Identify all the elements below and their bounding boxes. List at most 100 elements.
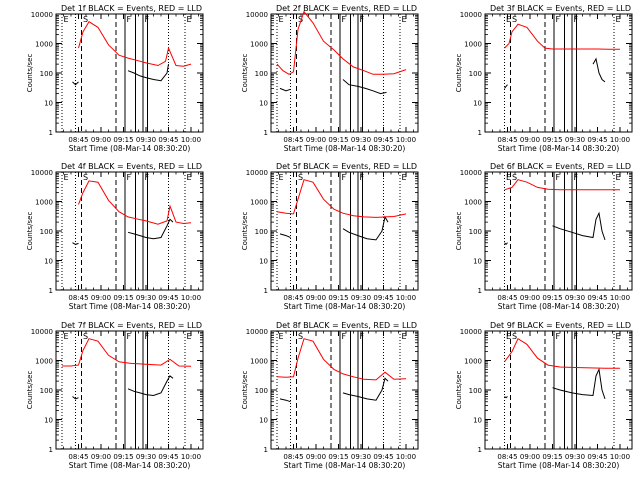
flag-label: S (298, 173, 303, 182)
x-tick-label: 10:00 (396, 294, 416, 302)
panel-det-5: 1 10 100 1000 10000 08:45 09:00 09:15 09:30 09:45… (241, 162, 419, 311)
panel-det-6: 1 10 100 1000 10000 08:45 09:00 09:15 09:30 09:45… (455, 162, 633, 311)
plot-frame (55, 13, 204, 133)
panel-det-3: 1 10 100 1000 10000 08:45 09:00 09:15 09:30 09:45… (455, 4, 633, 153)
plot-frame (484, 13, 633, 133)
x-tick-label: 09:30 (136, 453, 156, 461)
x-tick-label: 09:30 (565, 453, 585, 461)
flag-label: F (127, 15, 132, 24)
y-tick-label: 10000 (246, 11, 268, 19)
series-red (78, 21, 192, 67)
panel-det-1: 1 10 100 1000 10000 08:45 09:00 09:15 09:30 09:45… (26, 4, 204, 153)
x-axis-label: Start Time (08-Mar-14 08:30:20) (69, 144, 191, 153)
flag-label: F (342, 173, 347, 182)
x-tick-label: 09:00 (306, 453, 326, 461)
x-tick-label: 09:45 (587, 136, 607, 144)
flag-label: F (342, 332, 347, 341)
y-tick-label: 10000 (31, 328, 53, 336)
flag-label: E (64, 173, 69, 182)
flag-label: F (360, 15, 365, 24)
flag-label: F (556, 332, 561, 341)
x-tick-label: 10:00 (610, 136, 630, 144)
y-tick-label: 10 (44, 417, 53, 425)
series-red (504, 179, 620, 191)
flag-label: S (298, 332, 303, 341)
panel-det-9: 1 10 100 1000 10000 08:45 09:00 09:15 09:30 09:45… (455, 321, 633, 470)
x-tick-label: 09:00 (520, 136, 540, 144)
y-axis-label: Counts/sec (241, 212, 249, 251)
flag-label: E (187, 332, 192, 341)
panel-det-7: 1 10 100 1000 10000 08:45 09:00 09:15 09:30 09:45… (26, 321, 204, 470)
x-tick-label: 09:15 (113, 453, 133, 461)
x-tick-label: 09:30 (136, 294, 156, 302)
chart-title: Det 6f BLACK = Events, RED = LLD (490, 162, 631, 171)
x-tick-label: 09:00 (306, 294, 326, 302)
x-tick-label: 09:45 (373, 453, 393, 461)
x-tick-label: 08:45 (283, 136, 303, 144)
y-tick-label: 10 (259, 100, 268, 108)
y-tick-label: 10000 (246, 169, 268, 177)
y-tick-label: 100 (40, 70, 53, 78)
series-red (78, 180, 192, 225)
series-black (72, 375, 174, 400)
series-red (276, 179, 407, 218)
x-tick-label: 09:00 (306, 136, 326, 144)
flag-label: S (512, 173, 517, 182)
x-tick-label: 08:45 (68, 136, 88, 144)
y-axis-label: Counts/sec (26, 212, 34, 251)
flag-label: E (279, 15, 284, 24)
x-tick-label: 09:45 (158, 453, 178, 461)
flag-label: E (616, 15, 621, 24)
y-tick-label: 100 (40, 228, 53, 236)
x-tick-label: 09:00 (520, 294, 540, 302)
x-tick-label: 09:45 (158, 136, 178, 144)
y-tick-label: 100 (255, 228, 268, 236)
x-tick-label: 08:45 (497, 294, 517, 302)
y-tick-label: 1 (49, 446, 53, 454)
x-tick-label: 09:30 (351, 136, 371, 144)
series-red (504, 337, 620, 369)
x-axis-label: Start Time (08-Mar-14 08:30:20) (69, 461, 191, 470)
y-tick-label: 10000 (460, 328, 482, 336)
x-tick-label: 09:00 (91, 136, 111, 144)
flag-label: E (187, 15, 192, 24)
x-axis-label: Start Time (08-Mar-14 08:30:20) (284, 302, 406, 311)
y-tick-label: 100 (469, 228, 482, 236)
panel-det-4: 1 10 100 1000 10000 08:45 09:00 09:15 09:30 09:45… (26, 162, 204, 311)
y-tick-label: 10000 (460, 11, 482, 19)
y-axis-label: Counts/sec (455, 54, 463, 93)
series-black (279, 377, 389, 403)
x-tick-label: 09:15 (542, 136, 562, 144)
panel-det-8: 1 10 100 1000 10000 08:45 09:00 09:15 09:30 09:45… (241, 321, 419, 470)
flag-label: E (506, 15, 511, 24)
x-tick-label: 09:15 (113, 136, 133, 144)
x-tick-label: 09:45 (373, 136, 393, 144)
chart-title: Det 3f BLACK = Events, RED = LLD (490, 4, 631, 13)
x-tick-label: 09:15 (328, 294, 348, 302)
flag-label: F (145, 173, 150, 182)
chart-title: Det 7f BLACK = Events, RED = LLD (61, 321, 202, 330)
series-red (504, 23, 620, 50)
x-axis-label: Start Time (08-Mar-14 08:30:20) (498, 302, 620, 311)
y-tick-label: 1 (49, 287, 53, 295)
x-tick-label: 09:00 (91, 453, 111, 461)
y-axis-label: Counts/sec (241, 371, 249, 410)
flag-label: F (127, 173, 132, 182)
x-tick-label: 10:00 (396, 453, 416, 461)
chart-title: Det 5f BLACK = Events, RED = LLD (276, 162, 417, 171)
flag-label: F (145, 332, 150, 341)
y-tick-label: 10 (259, 417, 268, 425)
y-axis-label: Counts/sec (26, 371, 34, 410)
x-tick-label: 09:30 (351, 294, 371, 302)
chart-title: Det 8f BLACK = Events, RED = LLD (276, 321, 417, 330)
y-tick-label: 10000 (246, 328, 268, 336)
y-tick-label: 100 (255, 387, 268, 395)
y-tick-label: 10000 (460, 169, 482, 177)
series-black (504, 367, 606, 400)
flag-label: F (574, 173, 579, 182)
y-axis-label: Counts/sec (241, 54, 249, 93)
x-tick-label: 09:30 (136, 136, 156, 144)
y-tick-label: 10 (473, 417, 482, 425)
x-tick-label: 08:45 (68, 294, 88, 302)
flag-label: E (616, 173, 621, 182)
